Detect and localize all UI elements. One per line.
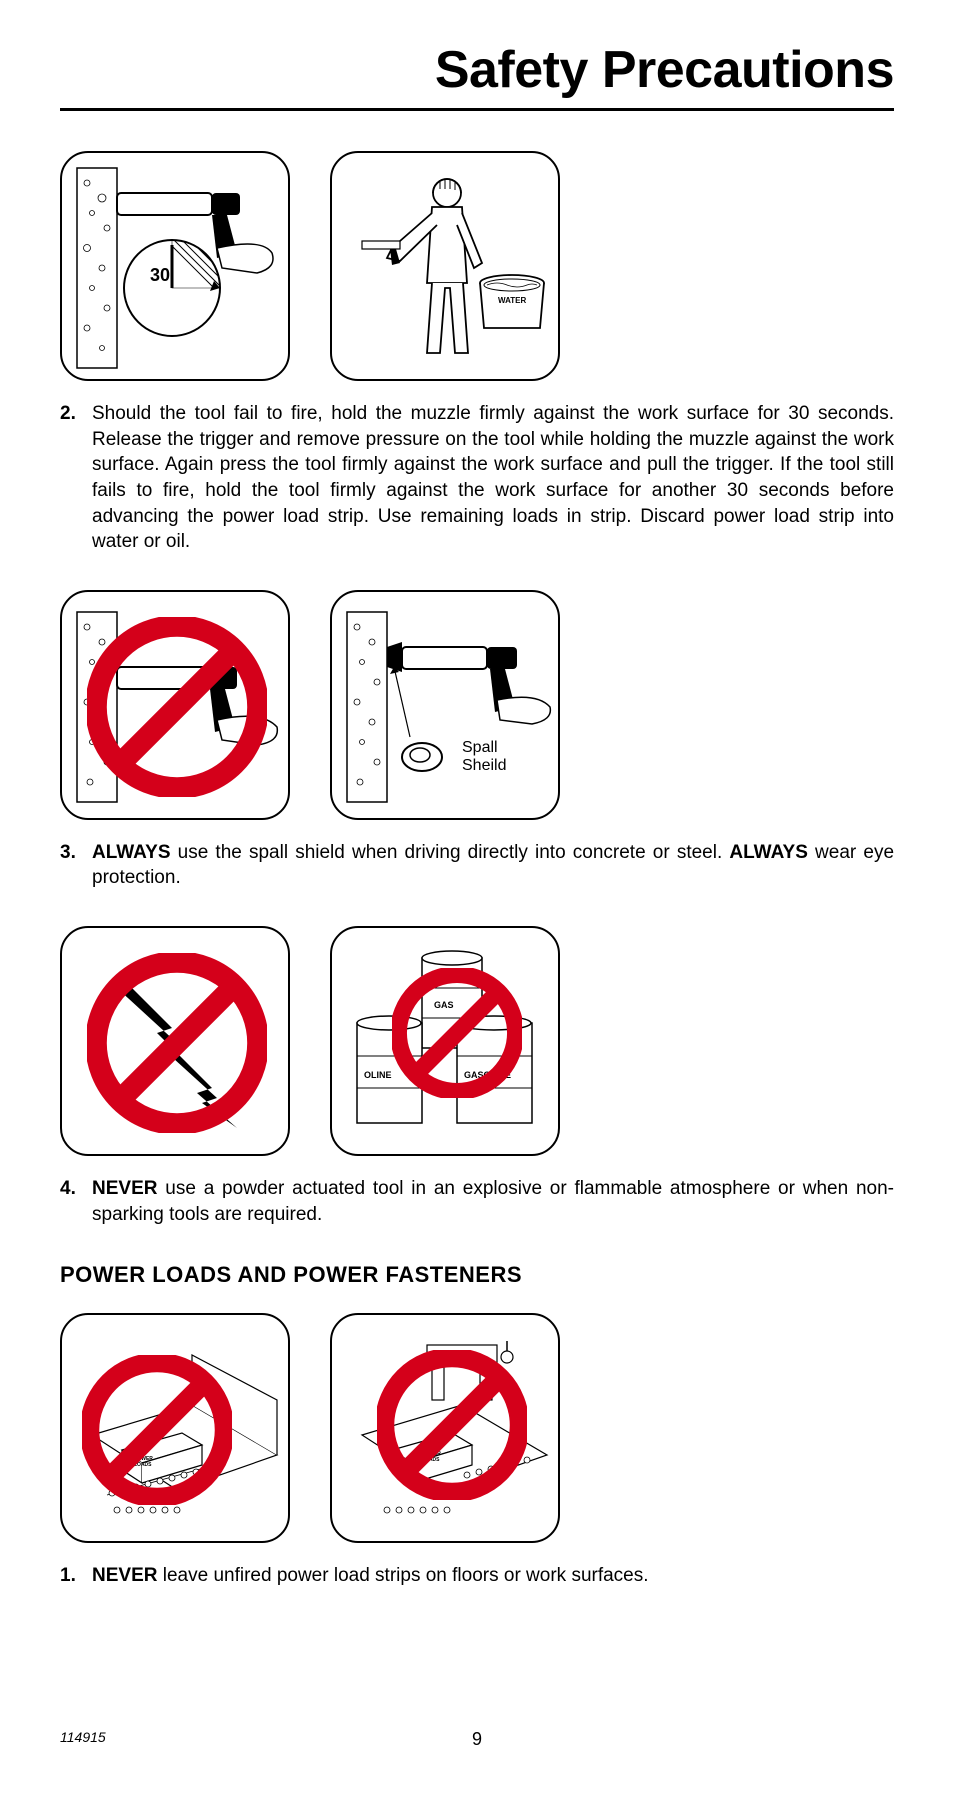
document-number: 114915 (60, 1729, 106, 1745)
page-number: 9 (472, 1729, 482, 1750)
instruction-text: ALWAYS use the spall shield when driving… (92, 840, 894, 891)
svg-text:LOADS: LOADS (134, 1462, 152, 1468)
instruction-4: 4. NEVER use a powder actuated tool in a… (60, 1176, 894, 1227)
page-title: Safety Precautions (60, 40, 894, 111)
instruction-number: 1. (60, 1563, 80, 1589)
instruction-text: Should the tool fail to fire, hold the m… (92, 401, 894, 555)
instruction-number: 3. (60, 840, 80, 891)
label-30: 30 (150, 265, 170, 285)
barrel-oline-label: OLINE (364, 1070, 392, 1080)
instruction-number: 4. (60, 1176, 80, 1227)
instruction-number: 2. (60, 401, 80, 555)
barrel-gasoline-label: GASOLINE (464, 1070, 511, 1080)
diagram-spall-shield: Spall Sheild (330, 590, 560, 820)
diagram-misfire-30s: 30 (60, 151, 290, 381)
diagram-row-1: 30 WATER (60, 151, 894, 381)
instruction-3: 3. ALWAYS use the spall shield when driv… (60, 840, 894, 891)
diagram-row-4: POWER LOADS (60, 1313, 894, 1543)
instruction-2: 2. Should the tool fail to fire, hold th… (60, 401, 894, 555)
diagram-no-sparks (60, 926, 290, 1156)
section-heading: POWER LOADS AND POWER FASTENERS (60, 1262, 894, 1288)
diagram-no-loads-floor: POWER LOADS (60, 1313, 290, 1543)
bucket-label: WATER (498, 296, 527, 305)
diagram-row-2: Spall Sheild (60, 590, 894, 820)
svg-text:LOADS: LOADS (422, 1457, 440, 1463)
diagram-discard-water: WATER (330, 151, 560, 381)
page-footer: 114915 9 (60, 1729, 894, 1745)
diagram-no-loads-surface: POWER LOADS (330, 1313, 560, 1543)
barrel-gas-label: GAS (434, 1000, 454, 1010)
subsection-instruction-1: 1. NEVER leave unfired power load strips… (60, 1563, 894, 1589)
instruction-text: NEVER use a powder actuated tool in an e… (92, 1176, 894, 1227)
spall-label-2: Sheild (462, 757, 506, 774)
diagram-no-flammables: GAS OLINE GASOLINE (330, 926, 560, 1156)
diagram-row-3: GAS OLINE GASOLINE (60, 926, 894, 1156)
diagram-no-shield-prohibited (60, 590, 290, 820)
instruction-text: NEVER leave unfired power load strips on… (92, 1563, 894, 1589)
spall-label-1: Spall (462, 739, 498, 756)
